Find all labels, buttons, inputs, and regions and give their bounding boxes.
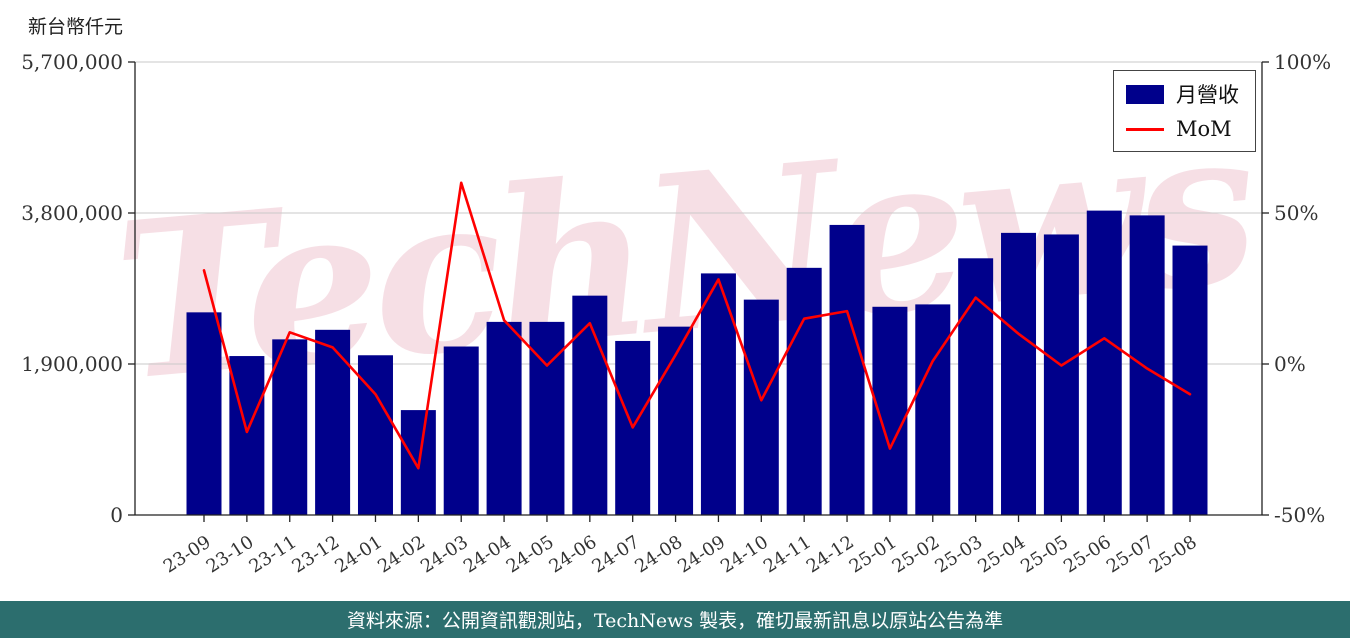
svg-text:3,800,000: 3,800,000 (21, 201, 123, 225)
svg-text:24-02: 24-02 (374, 532, 429, 578)
svg-text:24-11: 24-11 (760, 532, 815, 578)
svg-text:24-06: 24-06 (546, 532, 601, 578)
mom-line-swatch (1126, 127, 1164, 131)
revenue-bar-swatch (1126, 84, 1164, 104)
chart-canvas: 0 1,900,000 3,800,000 5,700,000 -50% 0% 50% 100… (21, 50, 1331, 578)
svg-text:5,700,000: 5,700,000 (21, 50, 123, 74)
svg-text:25-08: 25-08 (1146, 532, 1201, 578)
svg-text:24-05: 24-05 (503, 532, 558, 578)
svg-text:24-08: 24-08 (631, 532, 686, 578)
svg-text:24-09: 24-09 (674, 532, 729, 578)
svg-text:25-02: 25-02 (889, 532, 944, 578)
y-axis-title: 新台幣仟元 (28, 16, 124, 38)
legend-label-revenue: 月營收 (1176, 83, 1239, 107)
footer-text: 資料來源：公開資訊觀測站，TechNews 製表，確切最新訊息以原站公告為準 (346, 610, 1004, 632)
footer-source-bar: 資料來源：公開資訊觀測站，TechNews 製表，確切最新訊息以原站公告為準 (0, 601, 1350, 638)
svg-text:25-04: 25-04 (974, 532, 1029, 578)
svg-text:100%: 100% (1274, 50, 1331, 74)
svg-text:23-11: 23-11 (246, 532, 301, 578)
legend-item-mom: MoM (1126, 117, 1239, 141)
svg-text:-50%: -50% (1274, 503, 1325, 527)
legend-label-mom: MoM (1176, 117, 1232, 141)
svg-text:1,900,000: 1,900,000 (21, 352, 123, 376)
legend-item-revenue: 月營收 (1126, 79, 1239, 109)
svg-text:23-12: 23-12 (288, 532, 343, 578)
svg-text:25-03: 25-03 (931, 532, 986, 578)
legend: 月營收 MoM (1113, 70, 1256, 152)
svg-text:25-07: 25-07 (1103, 532, 1158, 578)
svg-text:24-03: 24-03 (417, 532, 472, 578)
svg-text:25-01: 25-01 (846, 532, 901, 578)
svg-text:0: 0 (110, 503, 123, 527)
svg-text:24-10: 24-10 (717, 532, 772, 578)
svg-text:50%: 50% (1274, 201, 1318, 225)
svg-text:24-12: 24-12 (803, 532, 858, 578)
svg-text:24-07: 24-07 (588, 532, 643, 578)
svg-text:24-01: 24-01 (331, 532, 386, 578)
svg-text:25-06: 25-06 (1060, 532, 1115, 578)
svg-text:23-10: 23-10 (203, 532, 258, 578)
svg-text:0%: 0% (1274, 352, 1306, 376)
svg-text:24-04: 24-04 (460, 532, 515, 578)
svg-text:23-09: 23-09 (160, 532, 215, 578)
svg-text:25-05: 25-05 (1017, 532, 1072, 578)
